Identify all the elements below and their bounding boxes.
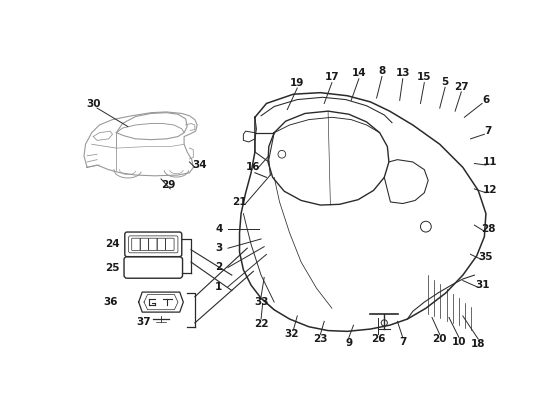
Text: 1: 1 bbox=[215, 282, 222, 292]
Text: 14: 14 bbox=[351, 68, 366, 78]
Text: 10: 10 bbox=[452, 337, 466, 347]
Text: 8: 8 bbox=[378, 66, 386, 76]
Text: 16: 16 bbox=[246, 162, 261, 172]
Text: 30: 30 bbox=[86, 99, 101, 109]
Text: 20: 20 bbox=[432, 334, 447, 344]
Text: 4: 4 bbox=[215, 224, 222, 234]
Text: 36: 36 bbox=[103, 297, 117, 307]
Text: 32: 32 bbox=[285, 330, 299, 340]
Text: 29: 29 bbox=[162, 180, 176, 190]
Text: 13: 13 bbox=[395, 68, 410, 78]
Text: 2: 2 bbox=[215, 262, 222, 272]
Text: 34: 34 bbox=[192, 160, 207, 170]
Text: 22: 22 bbox=[254, 319, 268, 329]
Text: 7: 7 bbox=[485, 126, 492, 136]
Text: 24: 24 bbox=[105, 238, 120, 248]
Text: 33: 33 bbox=[254, 297, 268, 307]
Text: 11: 11 bbox=[482, 157, 497, 167]
Text: 27: 27 bbox=[454, 82, 469, 92]
Text: 23: 23 bbox=[313, 334, 328, 344]
Text: 6: 6 bbox=[482, 95, 490, 105]
Text: 28: 28 bbox=[481, 224, 496, 234]
Text: 9: 9 bbox=[345, 338, 353, 348]
Text: 19: 19 bbox=[290, 78, 305, 88]
Text: 17: 17 bbox=[324, 72, 339, 82]
Text: 21: 21 bbox=[232, 197, 247, 207]
Text: 15: 15 bbox=[417, 72, 432, 82]
Text: 7: 7 bbox=[399, 337, 406, 347]
Text: 25: 25 bbox=[105, 263, 120, 273]
Text: 18: 18 bbox=[471, 340, 486, 350]
Text: 12: 12 bbox=[482, 186, 497, 196]
Text: 5: 5 bbox=[442, 77, 449, 87]
Text: 35: 35 bbox=[478, 252, 493, 262]
Text: 3: 3 bbox=[215, 243, 222, 253]
Text: 37: 37 bbox=[136, 317, 151, 327]
Text: 31: 31 bbox=[475, 280, 490, 290]
Text: 26: 26 bbox=[371, 334, 386, 344]
